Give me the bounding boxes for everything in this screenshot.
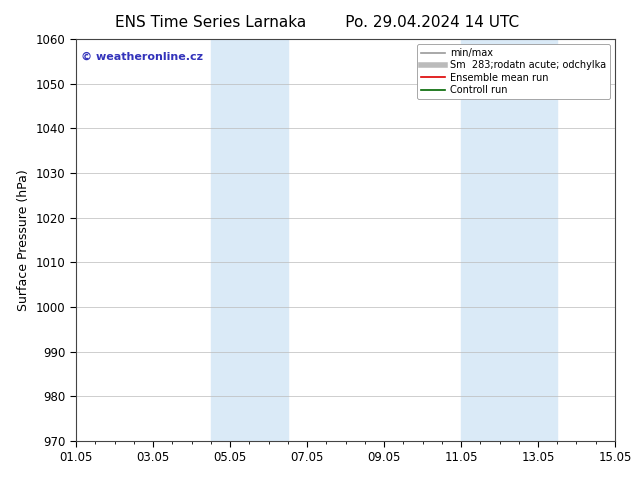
Text: © weatheronline.cz: © weatheronline.cz [81, 51, 204, 61]
Text: ENS Time Series Larnaka        Po. 29.04.2024 14 UTC: ENS Time Series Larnaka Po. 29.04.2024 1… [115, 15, 519, 30]
Y-axis label: Surface Pressure (hPa): Surface Pressure (hPa) [17, 169, 30, 311]
Bar [461, 39, 557, 441]
Legend: min/max, Sm  283;rodatn acute; odchylka, Ensemble mean run, Controll run: min/max, Sm 283;rodatn acute; odchylka, … [417, 44, 610, 99]
Bar [210, 39, 288, 441]
